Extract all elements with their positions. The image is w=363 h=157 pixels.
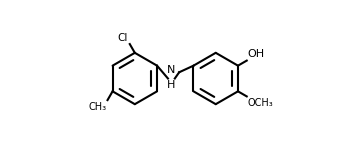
Text: OH: OH <box>248 49 265 59</box>
Text: N: N <box>167 65 176 75</box>
Text: H: H <box>167 80 176 90</box>
Text: Cl: Cl <box>118 32 128 43</box>
Text: OCH₃: OCH₃ <box>248 98 273 108</box>
Text: CH₃: CH₃ <box>89 102 107 112</box>
